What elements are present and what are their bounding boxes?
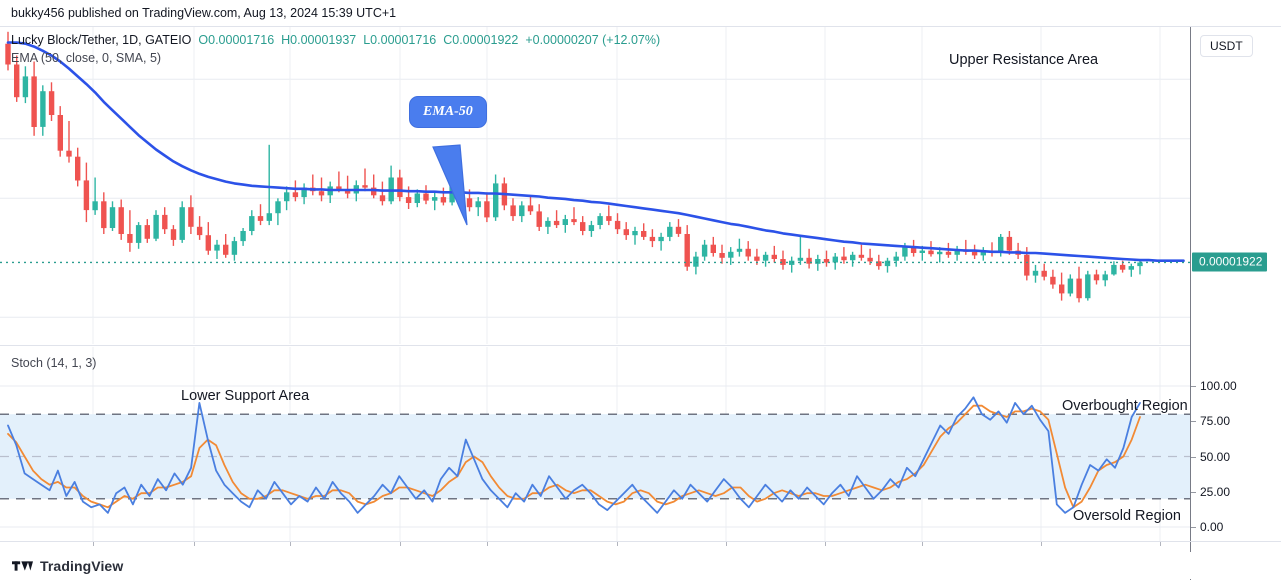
tradingview-mark-icon: [12, 560, 33, 571]
price-axis[interactable]: USDT 0.000050000.000040000.000030000.000…: [1190, 27, 1281, 541]
attribution-text: bukky456 published on TradingView.com, A…: [11, 6, 397, 20]
stoch-tick-label: 100.00: [1200, 379, 1237, 393]
oversold-text: Oversold Region: [1073, 508, 1181, 524]
stoch-plot: [0, 347, 1190, 541]
annotation-overbought: Overbought Region: [1062, 398, 1188, 414]
tradingview-logo[interactable]: TradingView: [12, 558, 123, 574]
currency-unit-text: USDT: [1210, 39, 1243, 53]
currency-unit-badge[interactable]: USDT: [1200, 35, 1253, 57]
ema-callout-label[interactable]: EMA-50: [409, 96, 487, 128]
annotation-lower-support: Lower Support Area: [181, 388, 309, 404]
current-price-badge[interactable]: 0.00001922: [1192, 252, 1268, 272]
ema-callout-pointer: [432, 144, 468, 226]
overbought-text: Overbought Region: [1062, 398, 1188, 414]
footer-bar: TradingView: [0, 552, 1281, 579]
annotation-upper-resistance: Upper Resistance Area: [949, 52, 1098, 68]
upper-resistance-text: Upper Resistance Area: [949, 52, 1099, 68]
price-pane[interactable]: [0, 27, 1190, 344]
stoch-tick-label: 25.00: [1200, 484, 1231, 499]
stoch-tick-label: 50.00: [1200, 449, 1231, 464]
attribution-bar: bukky456 published on TradingView.com, A…: [0, 0, 1281, 27]
annotation-oversold: Oversold Region: [1073, 508, 1181, 524]
current-price-text: 0.00001922: [1199, 254, 1263, 269]
stoch-tick-label: 0.00: [1200, 520, 1224, 534]
lower-support-text: Lower Support Area: [181, 388, 310, 404]
tradingview-brand-text: TradingView: [40, 557, 124, 574]
stoch-tick-label: 75.00: [1200, 414, 1231, 429]
price-plot: [0, 27, 1190, 344]
stoch-pane[interactable]: [0, 347, 1190, 541]
pane-divider: [0, 345, 1190, 346]
ema-callout-text: EMA-50: [423, 104, 473, 119]
chart-frame: Lucky Block/Tether, 1D, GATEIO O0.000017…: [0, 27, 1281, 580]
